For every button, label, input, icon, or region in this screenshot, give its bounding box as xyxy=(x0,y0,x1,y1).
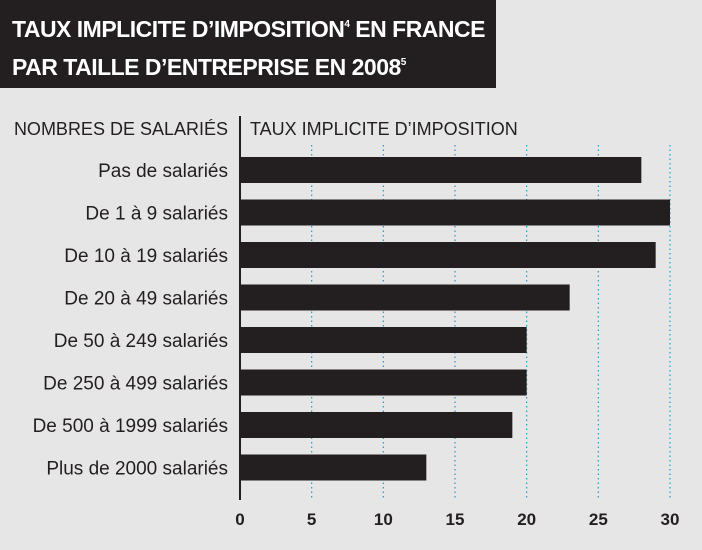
footnote-marker-4: 4 xyxy=(344,19,350,30)
category-label: De 20 à 49 salariés xyxy=(64,289,228,310)
bar xyxy=(240,199,670,226)
x-tick-label: 30 xyxy=(661,510,680,529)
x-tick-label: 15 xyxy=(446,510,465,529)
category-label: De 1 à 9 salariés xyxy=(85,204,228,225)
title-banner: TAUX IMPLICITE D’IMPOSITION4 EN FRANCE P… xyxy=(0,0,496,88)
category-label: De 10 à 19 salariés xyxy=(64,246,228,267)
bar xyxy=(240,412,513,438)
category-label: De 500 à 1999 salariés xyxy=(33,416,228,437)
bars xyxy=(240,157,670,481)
x-tick-label: 10 xyxy=(374,510,393,529)
category-label: De 250 à 499 salariés xyxy=(43,374,228,395)
bar xyxy=(240,327,527,353)
bar xyxy=(240,369,527,396)
x-axis-title: TAUX IMPLICITE D’IMPOSITION xyxy=(250,119,518,139)
bar xyxy=(240,454,427,481)
category-label: Pas de salariés xyxy=(98,161,228,182)
bar-chart: NOMBRES DE SALARIÉS TAUX IMPLICITE D’IMP… xyxy=(14,116,679,529)
bar xyxy=(240,284,570,311)
x-tick-label: 20 xyxy=(517,510,536,529)
category-labels: Pas de salariés De 1 à 9 salariés De 10 à … xyxy=(33,161,228,480)
chart-title-line-2: PAR TAILLE D’ENTREPRISE EN 20085 xyxy=(12,54,407,80)
chart-title-line-1: TAUX IMPLICITE D’IMPOSITION4 EN FRANCE xyxy=(12,16,485,42)
grid-lines xyxy=(311,145,671,500)
x-tick-labels: 0 5 10 15 20 25 30 xyxy=(235,510,679,529)
bar xyxy=(240,242,656,268)
bar xyxy=(240,157,642,183)
x-tick-label: 5 xyxy=(307,510,316,529)
footnote-marker-5: 5 xyxy=(400,57,407,68)
x-tick-label: 25 xyxy=(589,510,608,529)
category-label: Plus de 2000 salariés xyxy=(46,459,228,480)
y-axis-title: NOMBRES DE SALARIÉS xyxy=(14,119,228,139)
x-tick-label: 0 xyxy=(235,510,244,529)
category-label: De 50 à 249 salariés xyxy=(54,331,228,352)
